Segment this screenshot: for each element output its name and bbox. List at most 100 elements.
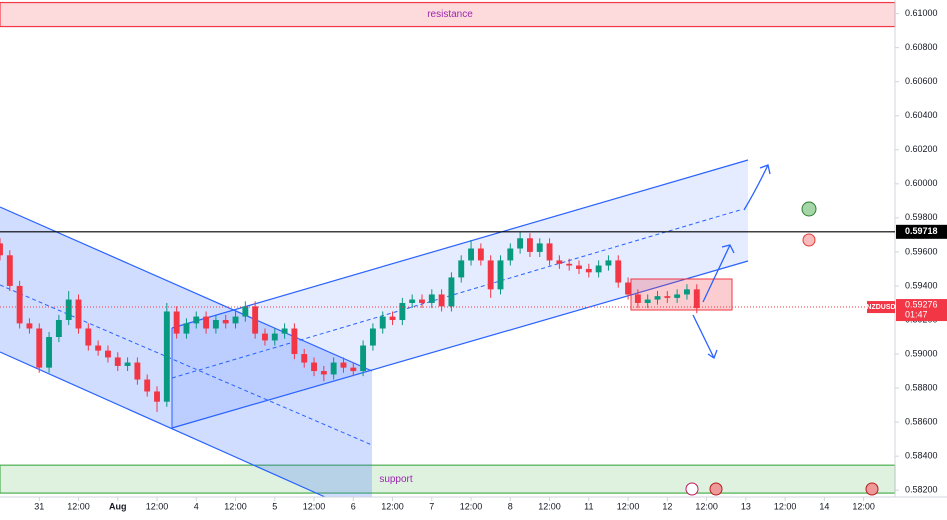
- arrow: [743, 164, 771, 211]
- candle-body: [556, 260, 563, 264]
- candle-body: [75, 299, 82, 329]
- candle-body: [468, 248, 474, 261]
- x-tick-label: 12:00: [67, 501, 90, 511]
- x-tick-label: 12:00: [381, 501, 404, 511]
- candles: [0, 231, 700, 412]
- drawings: [0, 159, 879, 498]
- candle-body: [546, 243, 553, 261]
- target-marker: [801, 201, 817, 217]
- stop-marker: [802, 233, 816, 247]
- candle-body: [576, 265, 582, 269]
- x-tick-label: 5: [272, 501, 277, 511]
- candle-body: [0, 243, 3, 256]
- channel-line: [171, 260, 749, 429]
- candle-body: [46, 337, 53, 368]
- y-tick-label: 0.59600: [905, 246, 938, 256]
- last-price-label: 0.59276: [905, 299, 938, 309]
- candle-body: [26, 323, 33, 329]
- candle-body: [585, 268, 592, 273]
- candle-body: [644, 299, 651, 303]
- candle-body: [330, 362, 337, 375]
- candle-body: [262, 333, 268, 341]
- candle-body: [105, 350, 111, 358]
- y-tick-label: 0.58600: [905, 416, 938, 426]
- zone-label: resistance: [427, 9, 473, 20]
- candle-body: [311, 362, 317, 372]
- candle-body: [615, 260, 622, 283]
- candle-body: [193, 316, 200, 324]
- candle-body: [6, 255, 13, 286]
- zone: [0, 464, 896, 494]
- channel-midline: [0, 284, 373, 446]
- candle-body: [173, 311, 180, 334]
- candle-body: [281, 328, 288, 334]
- candle-body: [36, 328, 43, 368]
- candle-body: [634, 294, 641, 303]
- candle-body: [517, 238, 524, 249]
- x-tick-label: 12:00: [617, 501, 640, 511]
- candle-body: [448, 277, 455, 307]
- candle-body: [477, 248, 484, 261]
- x-tick-label: 13: [741, 501, 751, 511]
- candle-body: [419, 299, 425, 303]
- candle-body: [428, 294, 435, 303]
- candle-body: [369, 328, 376, 346]
- y-tick-label: 0.60200: [905, 144, 938, 154]
- candle-body: [203, 316, 210, 329]
- candle-body: [134, 362, 141, 380]
- y-tick-label: 0.59400: [905, 280, 938, 290]
- candle-body: [252, 306, 259, 334]
- candle-body: [85, 328, 92, 346]
- candle-body: [625, 282, 632, 295]
- candle-body: [114, 357, 121, 366]
- y-tick-label: 0.59000: [905, 348, 938, 358]
- candle-body: [232, 316, 239, 324]
- candle-body: [340, 362, 347, 368]
- x-tick-label: 12:00: [538, 501, 561, 511]
- candle-body: [605, 260, 612, 266]
- arrow: [702, 244, 735, 303]
- candle-body: [536, 243, 543, 252]
- ascending-channel-fill: [172, 160, 748, 428]
- candle-body: [65, 299, 72, 320]
- price-tag: [896, 224, 947, 239]
- x-tick-label: 12:00: [303, 501, 326, 511]
- x-tick-label: 4: [194, 501, 199, 511]
- event-icon: [685, 482, 699, 496]
- candle-body: [222, 319, 229, 324]
- candle-body: [507, 248, 514, 261]
- x-tick-label: 11: [584, 501, 593, 511]
- candle-body: [242, 306, 249, 317]
- candle-body: [320, 371, 327, 375]
- candle-body: [144, 379, 151, 392]
- y-tick-label: 0.58800: [905, 382, 938, 392]
- range-box: [630, 278, 733, 311]
- candle-body: [664, 296, 671, 298]
- candle-body: [684, 289, 690, 295]
- candle-body: [693, 289, 700, 309]
- candle-body: [595, 265, 602, 273]
- x-tick-label: 31: [34, 501, 44, 511]
- channel-midline: [171, 209, 741, 379]
- y-tick-label: 0.61000: [905, 8, 938, 18]
- candle-body: [163, 311, 170, 402]
- zones: resistance support: [0, 1, 896, 494]
- y-tick-label: 0.58200: [905, 485, 938, 495]
- descending-channel-fill: [0, 207, 372, 497]
- countdown-label: 01:47: [905, 309, 928, 319]
- candle-body: [526, 238, 533, 252]
- candle-body: [654, 296, 661, 300]
- y-tick-label: 0.59800: [905, 212, 938, 222]
- event-icon: [709, 482, 723, 496]
- x-tick-label: 7: [429, 501, 434, 511]
- candle-body: [566, 263, 573, 266]
- x-tick-label: 12:00: [224, 501, 247, 511]
- candle-body: [379, 316, 386, 329]
- channel-line: [0, 351, 326, 498]
- candle-body: [458, 260, 465, 278]
- x-tick-label: 12:00: [460, 501, 483, 511]
- x-tick-label: 14: [819, 501, 829, 511]
- candle-body: [360, 345, 367, 372]
- channel-line: [171, 159, 749, 329]
